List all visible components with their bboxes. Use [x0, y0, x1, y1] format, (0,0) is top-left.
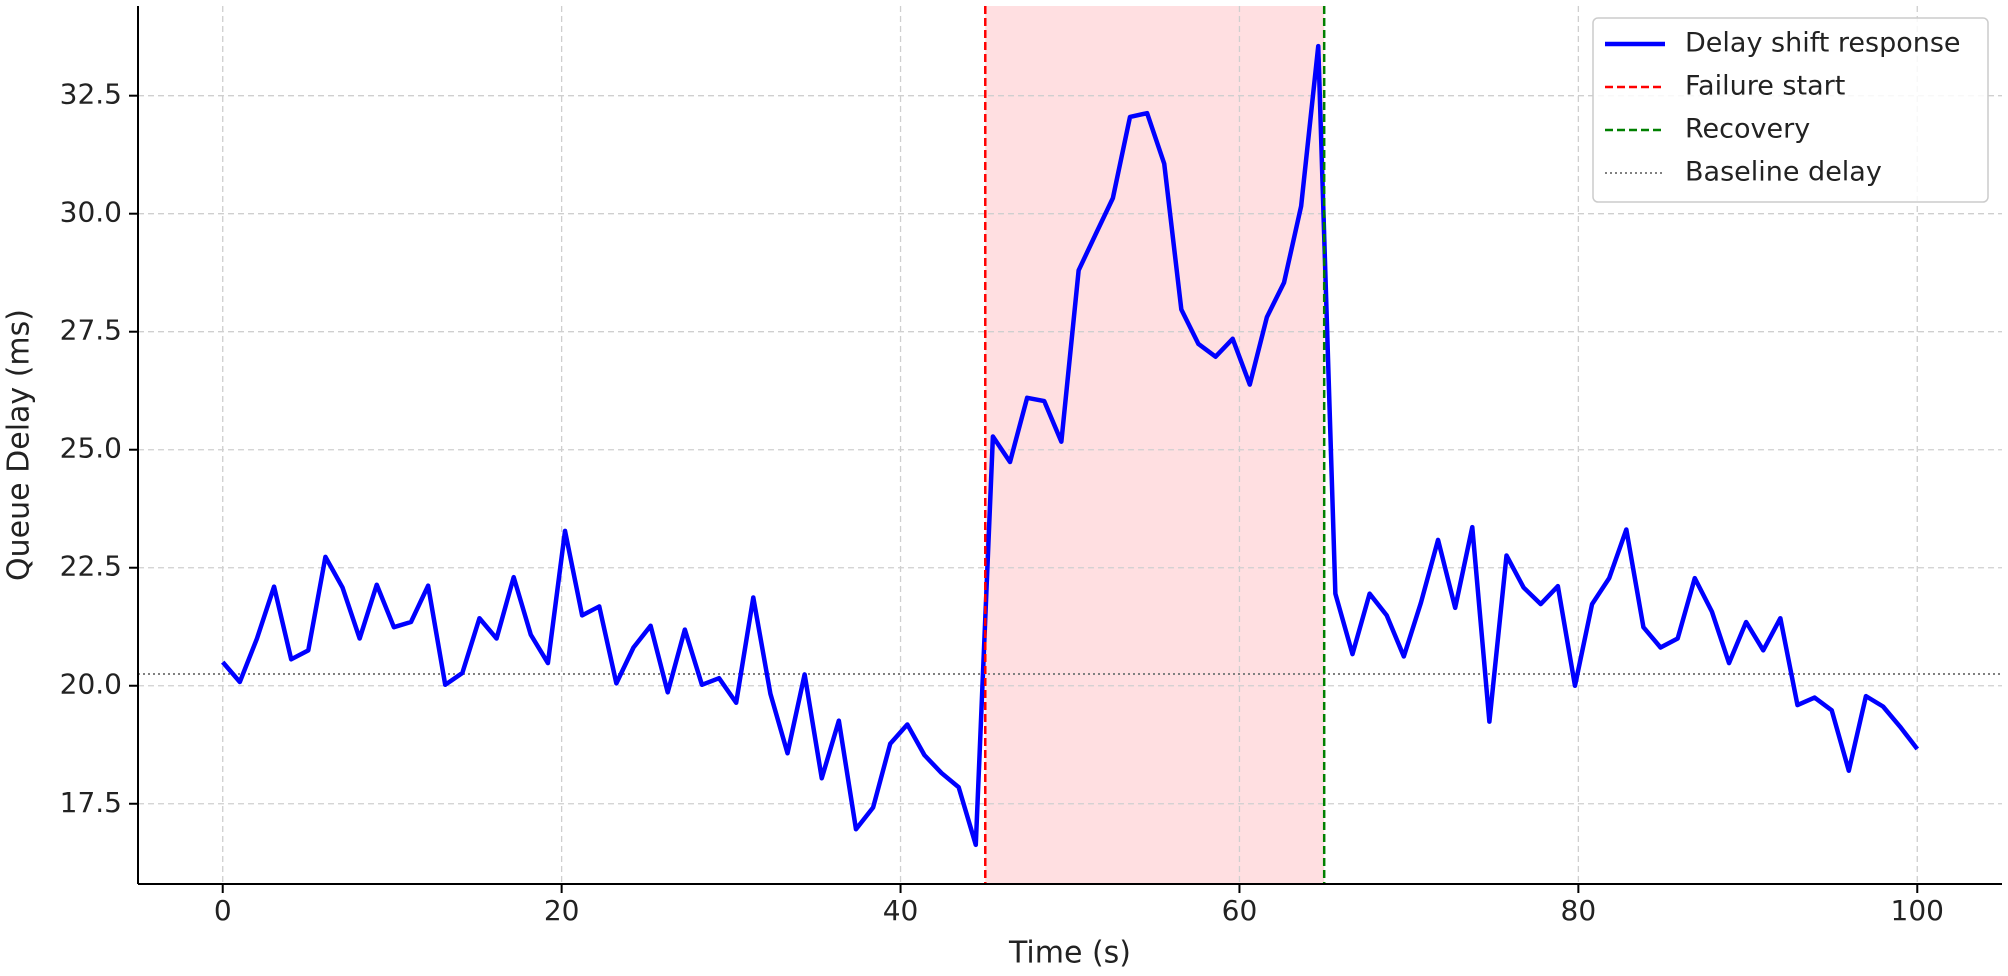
data-line — [221, 43, 1920, 848]
x-tick-label: 80 — [1561, 894, 1597, 927]
y-axis-label: Queue Delay (ms) — [2, 309, 37, 581]
shaded-span — [985, 6, 1325, 884]
x-tick-label: 0 — [214, 894, 232, 927]
y-tick-label: 30.0 — [60, 196, 122, 229]
x-tick-label: 40 — [883, 894, 919, 927]
y-tick-label: 22.5 — [60, 550, 122, 583]
y-tick-label: 17.5 — [60, 786, 122, 819]
y-tick-label: 32.5 — [60, 78, 122, 111]
legend-label: Failure start — [1685, 71, 1845, 102]
x-tick-label: 20 — [544, 894, 580, 927]
x-tick-label: 100 — [1891, 894, 1944, 927]
y-tick-label: 25.0 — [60, 432, 122, 465]
legend-label: Recovery — [1685, 114, 1810, 145]
y-tick-label: 27.5 — [60, 314, 122, 347]
y-tick-label: 20.0 — [60, 668, 122, 701]
x-tick-label: 60 — [1222, 894, 1258, 927]
legend-box — [1592, 17, 1989, 203]
legend-label: Delay shift response — [1685, 28, 1961, 59]
legend: Delay shift response Failure start Recover… — [1592, 17, 1989, 203]
legend-label: Baseline delay — [1685, 157, 1882, 188]
x-axis-label: Time (s) — [1008, 936, 1131, 971]
